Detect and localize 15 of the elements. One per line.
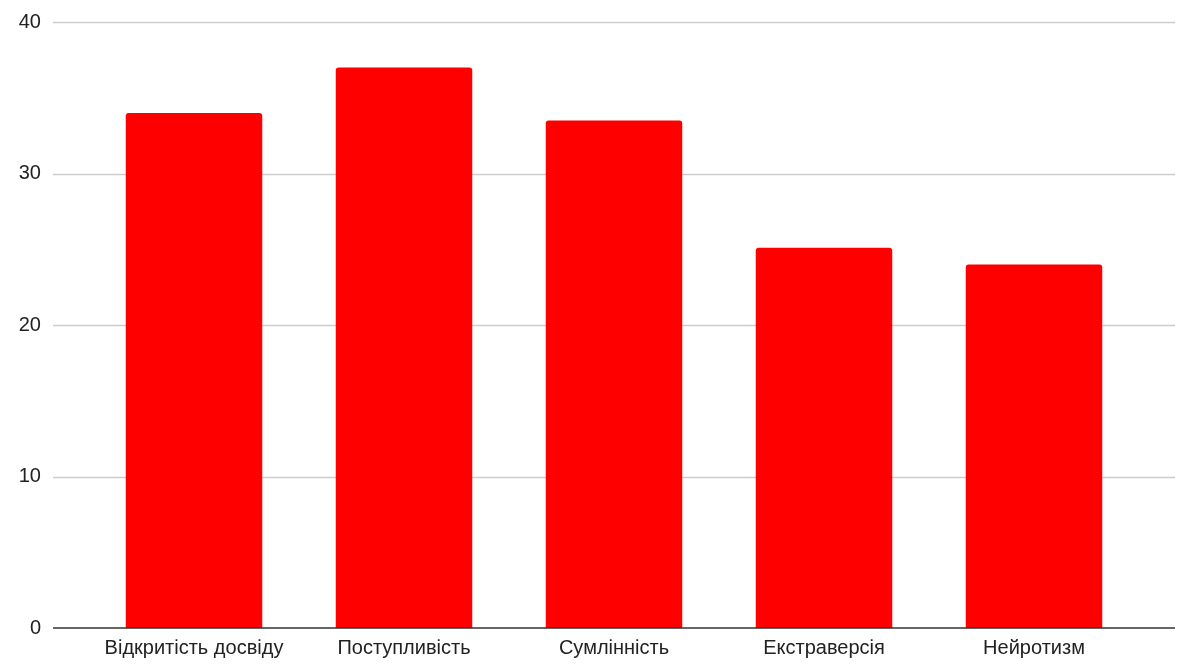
y-tick-label: 0 bbox=[29, 615, 41, 638]
y-tick-label: 10 bbox=[18, 464, 41, 487]
bar bbox=[335, 67, 473, 628]
x-tick-label: Нейротизм bbox=[983, 635, 1085, 658]
bar bbox=[755, 247, 893, 628]
y-tick-label: 40 bbox=[18, 9, 41, 32]
y-tick-label: 20 bbox=[18, 312, 41, 335]
bar bbox=[125, 112, 263, 628]
bar bbox=[545, 120, 683, 628]
x-tick-label: Сумлінність bbox=[558, 635, 670, 658]
x-tick-label: Відкритість досвіду bbox=[104, 635, 284, 658]
y-tick-label: 30 bbox=[18, 161, 41, 184]
x-tick-label: Поступливість bbox=[337, 635, 471, 658]
x-tick-label: Екстраверсія bbox=[763, 635, 885, 658]
bar bbox=[965, 264, 1103, 628]
